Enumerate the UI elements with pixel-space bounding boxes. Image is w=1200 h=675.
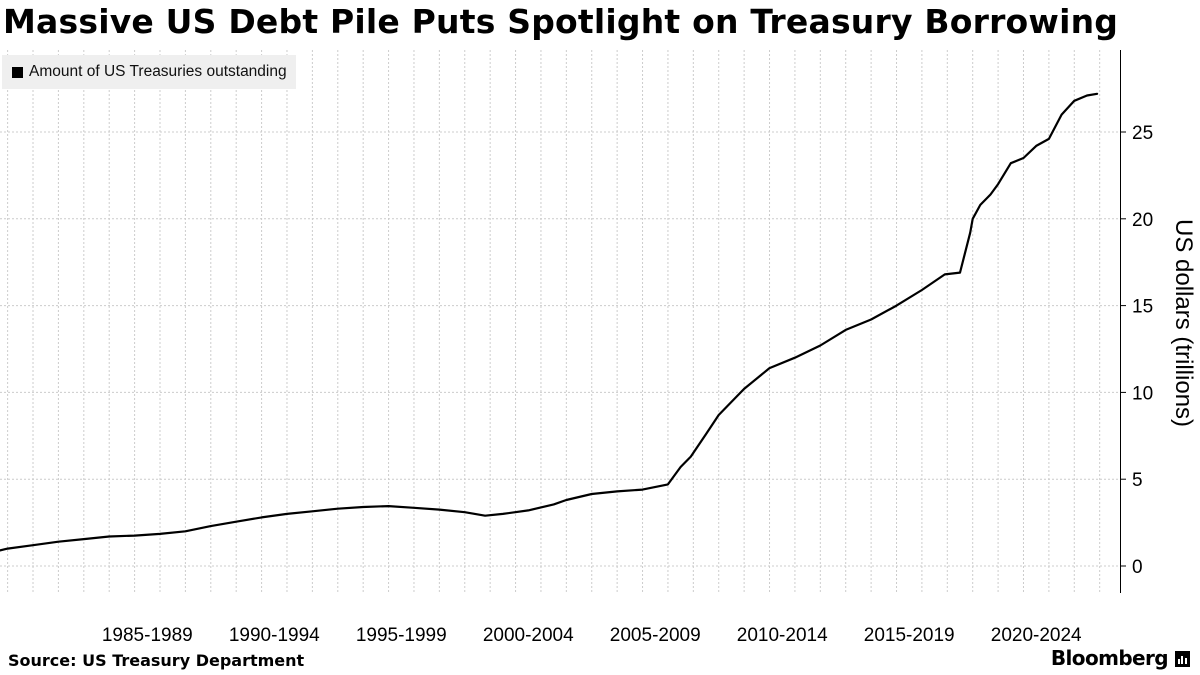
series-line-treasuries-outstanding [0, 92, 1099, 552]
x-tick-label: 2020-2024 [991, 625, 1082, 646]
legend-label: Amount of US Treasuries outstanding [29, 63, 287, 80]
y-axis: 0 5 10 15 20 25 [1120, 50, 1153, 593]
y-tick-label: 5 [1132, 470, 1143, 491]
gridlines [0, 50, 1120, 593]
y-tick-label: 0 [1132, 557, 1143, 578]
x-tick-label: 1985-1989 [102, 625, 193, 646]
bar-chart-icon [1175, 651, 1190, 667]
y-tick-label: 20 [1132, 210, 1153, 231]
y-tick-label: 25 [1132, 123, 1153, 144]
x-tick-label: 1990-1994 [229, 625, 320, 646]
y-tick-label: 10 [1132, 383, 1153, 404]
x-tick-label: 2010-2014 [737, 625, 828, 646]
x-tick-label: 2000-2004 [483, 625, 574, 646]
x-tick-label: 1995-1999 [356, 625, 447, 646]
series-layer [0, 92, 1099, 552]
x-axis: 1985-1989 1990-1994 1995-1999 2000-2004 2005… [102, 625, 1082, 646]
source-note: Source: US Treasury Department [8, 651, 305, 670]
y-axis-label: US dollars (trillions) [1170, 219, 1197, 427]
legend-swatch [12, 66, 23, 78]
legend: Amount of US Treasuries outstanding [2, 55, 296, 89]
brand-name: Bloomberg [1050, 646, 1169, 670]
chart-title: Massive US Debt Pile Puts Spotlight on T… [3, 2, 1119, 41]
y-tick-label: 15 [1132, 297, 1153, 318]
x-tick-label: 2005-2009 [610, 625, 701, 646]
x-tick-label: 2015-2019 [864, 625, 955, 646]
brand-logo: Bloomberg [1051, 646, 1190, 670]
